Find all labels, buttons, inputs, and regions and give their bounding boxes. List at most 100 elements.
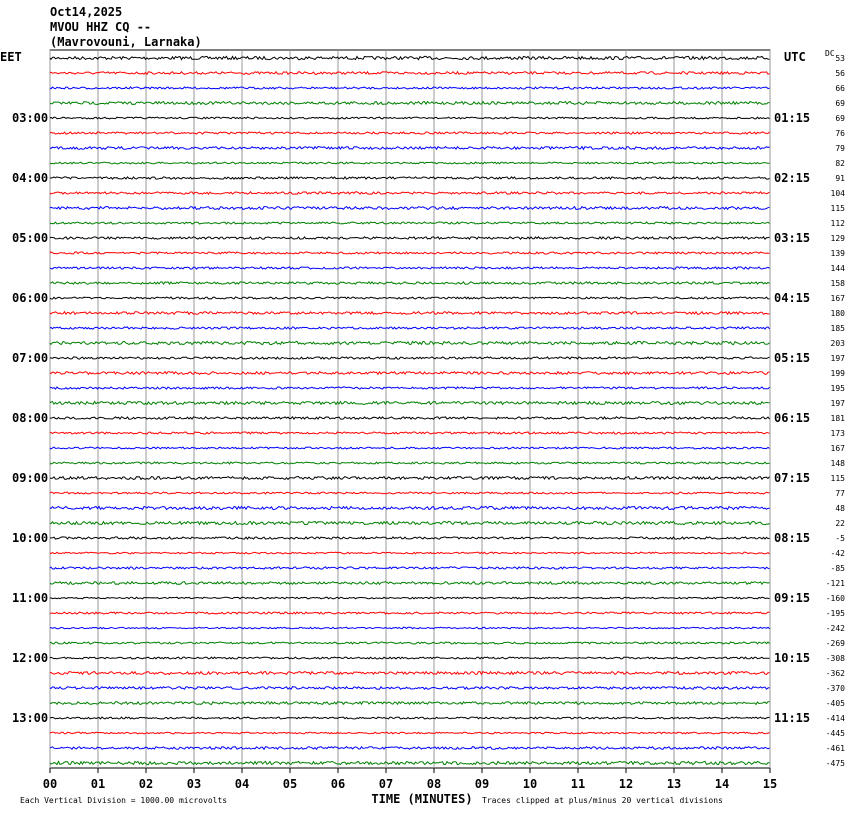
dc-value: -475: [826, 759, 845, 768]
trace: [49, 551, 770, 555]
left-time-label: 03:00: [12, 111, 48, 125]
dc-value: 203: [831, 339, 846, 348]
dc-value: 197: [831, 354, 846, 363]
trace: [49, 760, 770, 766]
dc-value: 148: [831, 459, 846, 468]
trace: [49, 266, 770, 270]
dc-value: 76: [835, 129, 845, 138]
x-tick-label: 05: [283, 777, 297, 791]
trace: [49, 70, 770, 76]
dc-value: -42: [831, 549, 846, 558]
trace: [49, 446, 770, 450]
trace: [49, 326, 770, 330]
trace: [49, 55, 770, 61]
trace: [49, 356, 770, 360]
x-axis-title: TIME (MINUTES): [371, 792, 472, 806]
trace: [49, 700, 770, 706]
trace: [49, 461, 770, 465]
dc-value: -414: [826, 714, 845, 723]
trace: [49, 310, 770, 316]
trace: [49, 596, 770, 600]
trace: [49, 566, 770, 570]
dc-value: 115: [831, 204, 846, 213]
right-time-label: 08:15: [774, 531, 810, 545]
dc-value: 112: [831, 219, 846, 228]
clip-note: Traces clipped at plus/minus 20 vertical…: [482, 796, 723, 805]
dc-value: 181: [831, 414, 846, 423]
dc-value: 173: [831, 429, 846, 438]
left-time-label: 06:00: [12, 291, 48, 305]
trace: [49, 716, 770, 720]
x-tick-label: 01: [91, 777, 105, 791]
trace: [49, 251, 770, 255]
left-time-label: 09:00: [12, 471, 48, 485]
trace: [49, 131, 770, 135]
trace: [49, 100, 770, 106]
x-tick-label: 08: [427, 777, 441, 791]
trace: [49, 145, 770, 151]
dc-value: 82: [835, 159, 845, 168]
right-time-label: 02:15: [774, 171, 810, 185]
trace: [49, 86, 770, 90]
left-time-label: 11:00: [12, 591, 48, 605]
trace: [49, 386, 770, 390]
x-tick-label: 02: [139, 777, 153, 791]
dc-value: -160: [826, 594, 845, 603]
station: MVOU HHZ CQ --: [50, 20, 151, 34]
left-time-label: 04:00: [12, 171, 48, 185]
dc-value: -195: [826, 609, 845, 618]
trace: [49, 505, 770, 511]
x-tick-label: 06: [331, 777, 345, 791]
trace: [49, 656, 770, 660]
dc-value: 199: [831, 369, 846, 378]
dc-value: 69: [835, 99, 845, 108]
dc-value: -405: [826, 699, 845, 708]
trace: [49, 415, 770, 420]
dc-value: -308: [826, 654, 845, 663]
dc-value: -461: [826, 744, 845, 753]
trace: [49, 296, 770, 300]
dc-value: 158: [831, 279, 846, 288]
trace: [49, 745, 770, 751]
right-time-label: 05:15: [774, 351, 810, 365]
dc-value: -85: [831, 564, 846, 573]
scale-note: Each Vertical Division = 1000.00 microvo…: [20, 796, 227, 805]
right-time-label: 06:15: [774, 411, 810, 425]
dc-value: -242: [826, 624, 845, 633]
x-tick-label: 14: [715, 777, 729, 791]
dc-value: -5: [835, 534, 845, 543]
trace: [49, 475, 770, 481]
trace: [49, 280, 770, 286]
trace: [49, 670, 770, 676]
dc-value: 22: [835, 519, 845, 528]
location: (Mavrovouni, Larnaka): [50, 35, 202, 49]
dc-value: -445: [826, 729, 845, 738]
trace: [49, 626, 770, 630]
left-time-label: 13:00: [12, 711, 48, 725]
left-time-label: 08:00: [12, 411, 48, 425]
x-tick-label: 00: [43, 777, 57, 791]
right-time-label: 01:15: [774, 111, 810, 125]
dc-value: 56: [835, 69, 845, 78]
dc-value: 66: [835, 84, 845, 93]
left-time-label: 12:00: [12, 651, 48, 665]
dc-value: 185: [831, 324, 846, 333]
dc-value: 195: [831, 384, 846, 393]
trace: [49, 235, 770, 241]
trace: [49, 431, 770, 435]
trace: [49, 370, 770, 376]
right-time-label: 04:15: [774, 291, 810, 305]
right-time-label: 09:15: [774, 591, 810, 605]
dc-value: -362: [826, 669, 845, 678]
dc-value: 115: [831, 474, 846, 483]
x-tick-label: 04: [235, 777, 249, 791]
dc-value: 53: [835, 54, 845, 63]
trace: [49, 731, 770, 735]
right-time-label: 07:15: [774, 471, 810, 485]
left-time-label: 07:00: [12, 351, 48, 365]
trace: [49, 340, 770, 346]
trace: [49, 116, 770, 120]
dc-value: 139: [831, 249, 846, 258]
